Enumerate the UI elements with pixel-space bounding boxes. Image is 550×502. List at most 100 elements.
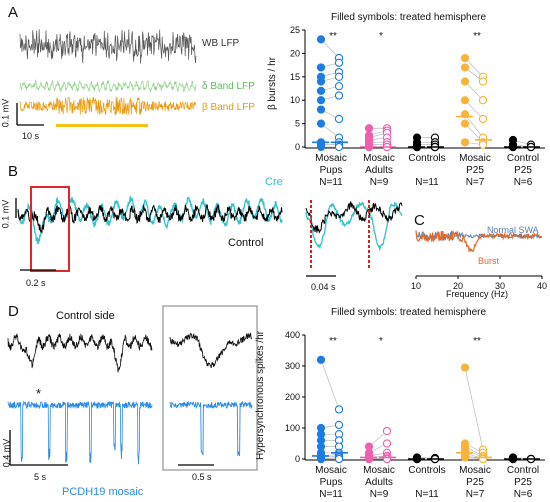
control-point xyxy=(382,439,392,448)
treated-point xyxy=(364,124,374,133)
treated-point xyxy=(316,35,326,44)
pair-line xyxy=(464,99,484,120)
wb-lfp-trace xyxy=(19,29,197,64)
significance-marker: ** xyxy=(329,336,337,347)
treated-point xyxy=(364,454,374,464)
treated-point xyxy=(316,77,326,86)
pair-line xyxy=(320,39,340,59)
control-point xyxy=(334,405,344,414)
chart1-ytick-label: 5 xyxy=(295,119,300,129)
chart2-title: Filled symbols: treated hemisphere xyxy=(331,307,487,318)
category-sublabel: Adults xyxy=(365,477,393,488)
category-sublabel: P25 xyxy=(514,477,532,488)
control-trace xyxy=(17,204,283,235)
cre-zoom-trace xyxy=(305,201,403,252)
pair-line xyxy=(464,81,484,101)
burst-spectrum xyxy=(415,229,543,254)
pair-line xyxy=(464,57,484,78)
control-point xyxy=(382,426,392,436)
zoom-box xyxy=(30,186,70,272)
control-zoom-d xyxy=(169,332,253,369)
chart2-group xyxy=(302,334,545,464)
chart1-group xyxy=(302,29,545,152)
category-label: Mosaic xyxy=(363,153,395,164)
treated-point xyxy=(316,355,326,364)
mosaic-trace xyxy=(7,400,153,465)
chart2-ytick-label: 400 xyxy=(285,330,300,340)
chart1-ytick-label: 15 xyxy=(290,72,300,82)
control-point xyxy=(334,82,344,91)
control-point xyxy=(382,454,392,464)
normal-swa-label: Normal SWA xyxy=(487,225,539,235)
b-scale-time-2: 0.04 s xyxy=(311,282,336,292)
control-point xyxy=(478,114,488,124)
category-sublabel: Pups xyxy=(320,165,343,176)
panel-label-d: D xyxy=(8,303,19,320)
c-xtick-label: 40 xyxy=(537,281,547,291)
category-n: N=9 xyxy=(370,489,389,500)
significance-marker: * xyxy=(379,336,383,347)
burst-label: Burst xyxy=(478,256,500,266)
category-sublabel: P25 xyxy=(466,165,484,176)
c-xtick-label: 30 xyxy=(495,281,505,291)
delta-band-label: δ Band LFP xyxy=(202,81,255,92)
treated-point xyxy=(316,119,326,128)
treated-point xyxy=(316,142,326,152)
d-asterisk: * xyxy=(36,386,42,401)
cre-label: Cre xyxy=(265,176,283,188)
treated-point xyxy=(460,53,470,63)
category-label: Mosaic xyxy=(315,465,347,476)
chart1-title: Filled symbols: treated hemisphere xyxy=(331,12,487,23)
category-n: N=6 xyxy=(514,177,533,188)
pair-line xyxy=(464,367,484,450)
control-point xyxy=(478,77,488,86)
category-label: Mosaic xyxy=(459,465,491,476)
control-side-label: Control side xyxy=(56,310,115,322)
treated-point xyxy=(316,63,326,72)
control-point xyxy=(334,454,344,464)
treated-point xyxy=(460,77,470,86)
panel-label-a: A xyxy=(8,4,19,21)
mosaic-zoom-d xyxy=(169,400,253,456)
a-scale-voltage: 0.1 mV xyxy=(0,98,11,128)
category-n: N=11 xyxy=(319,489,343,500)
pair-line xyxy=(464,114,484,138)
treated-point xyxy=(460,63,470,72)
treated-point xyxy=(460,138,470,147)
significance-marker: * xyxy=(379,31,383,42)
category-label: Control xyxy=(507,465,539,476)
zoom-box-d xyxy=(162,305,258,471)
chart2-ytick-label: 100 xyxy=(285,423,300,433)
c-xtick-label: 20 xyxy=(453,281,463,291)
treated-point xyxy=(460,119,470,128)
category-label: Mosaic xyxy=(459,153,491,164)
category-n: N=11 xyxy=(415,489,439,500)
a-scale-time: 10 s xyxy=(22,131,40,141)
treated-point xyxy=(460,96,470,105)
treated-point xyxy=(316,86,326,95)
control-point xyxy=(334,58,344,67)
chart1-ylabel: β bursts / hr xyxy=(267,57,278,110)
chart1-ytick-label: 20 xyxy=(290,48,300,58)
category-label: Controls xyxy=(408,465,445,476)
control-point xyxy=(478,140,488,149)
category-n: N=9 xyxy=(370,177,389,188)
chart2-ytick-label: 300 xyxy=(285,361,300,371)
b-scale-time-1: 0.2 s xyxy=(26,278,46,288)
c-xlabel: Frequency (Hz) xyxy=(446,289,509,299)
category-label: Mosaic xyxy=(363,465,395,476)
chart2-ytick-label: 0 xyxy=(295,454,300,464)
category-n: N=7 xyxy=(466,489,485,500)
significance-marker: ** xyxy=(329,31,337,42)
significance-marker: ** xyxy=(473,31,481,42)
chart1-ytick-label: 10 xyxy=(290,95,300,105)
category-sublabel: Pups xyxy=(320,477,343,488)
category-n: N=7 xyxy=(466,177,485,188)
control-side-trace xyxy=(7,333,153,373)
control-point xyxy=(478,96,488,105)
control-label: Control xyxy=(228,237,264,249)
wb-lfp-label: WB LFP xyxy=(202,38,240,49)
category-n: N=11 xyxy=(415,177,439,188)
treated-point xyxy=(460,453,470,462)
burst-bar xyxy=(56,124,148,127)
